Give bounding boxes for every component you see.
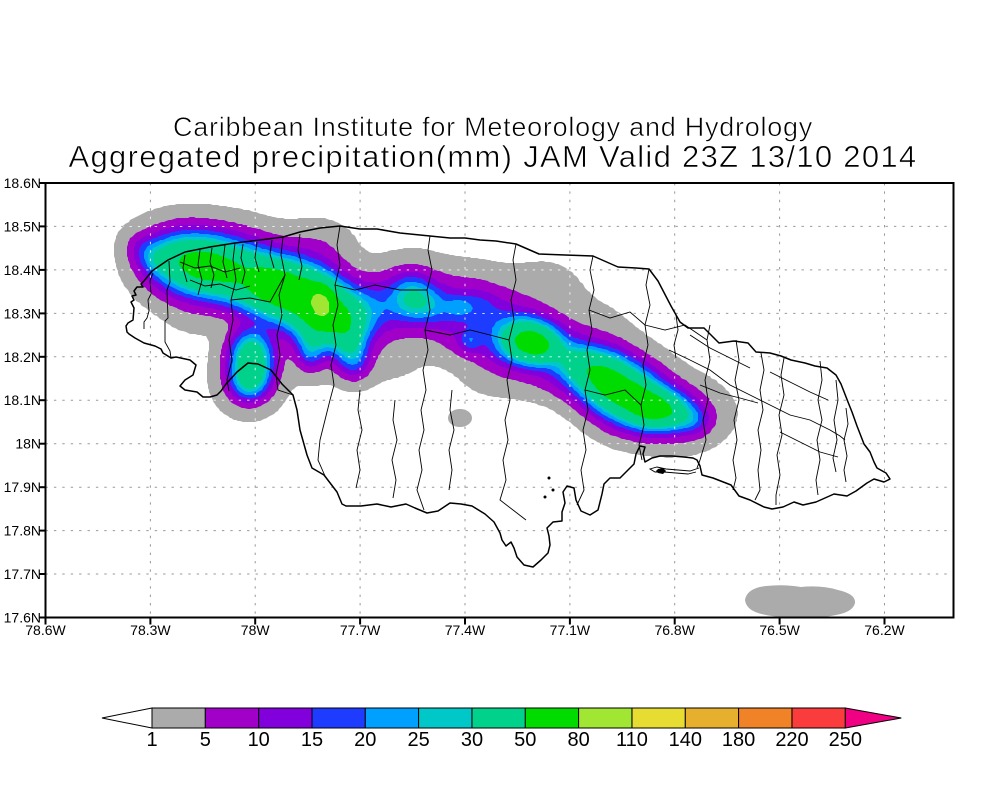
svg-text:10: 10 xyxy=(248,729,270,751)
svg-text:78W: 78W xyxy=(241,622,271,638)
svg-text:Aggregated precipitation(mm) J: Aggregated precipitation(mm) JAM Valid 2… xyxy=(69,139,918,174)
svg-text:77.1W: 77.1W xyxy=(550,622,591,638)
svg-text:18.6N: 18.6N xyxy=(4,175,41,191)
svg-text:78.6W: 78.6W xyxy=(25,622,66,638)
svg-text:18.4N: 18.4N xyxy=(4,262,41,278)
svg-text:140: 140 xyxy=(669,729,702,751)
svg-text:5: 5 xyxy=(200,729,211,751)
svg-text:18.2N: 18.2N xyxy=(4,349,41,365)
svg-text:17.6N: 17.6N xyxy=(4,610,41,626)
svg-text:17.8N: 17.8N xyxy=(4,523,41,539)
svg-text:76.8W: 76.8W xyxy=(654,622,695,638)
svg-text:18.3N: 18.3N xyxy=(4,305,41,321)
svg-text:15: 15 xyxy=(301,729,323,751)
svg-text:18N: 18N xyxy=(15,436,41,452)
svg-text:77.7W: 77.7W xyxy=(340,622,381,638)
svg-text:180: 180 xyxy=(722,729,755,751)
svg-text:76.2W: 76.2W xyxy=(864,622,905,638)
svg-text:220: 220 xyxy=(775,729,808,751)
svg-text:110: 110 xyxy=(616,729,648,751)
svg-text:78.3W: 78.3W xyxy=(130,622,171,638)
svg-text:18.5N: 18.5N xyxy=(4,218,41,234)
svg-text:1: 1 xyxy=(146,729,157,751)
svg-text:77.4W: 77.4W xyxy=(445,622,486,638)
svg-text:25: 25 xyxy=(407,729,429,751)
svg-text:30: 30 xyxy=(461,729,483,751)
svg-text:20: 20 xyxy=(354,729,376,751)
svg-text:80: 80 xyxy=(567,729,589,751)
svg-text:Caribbean Institute for Meteor: Caribbean Institute for Meteorology and … xyxy=(173,112,813,142)
svg-text:18.1N: 18.1N xyxy=(4,392,41,408)
svg-text:17.9N: 17.9N xyxy=(4,479,41,495)
svg-text:250: 250 xyxy=(829,729,862,751)
svg-text:76.5W: 76.5W xyxy=(759,622,800,638)
svg-text:17.7N: 17.7N xyxy=(4,566,41,582)
svg-text:50: 50 xyxy=(514,729,536,751)
